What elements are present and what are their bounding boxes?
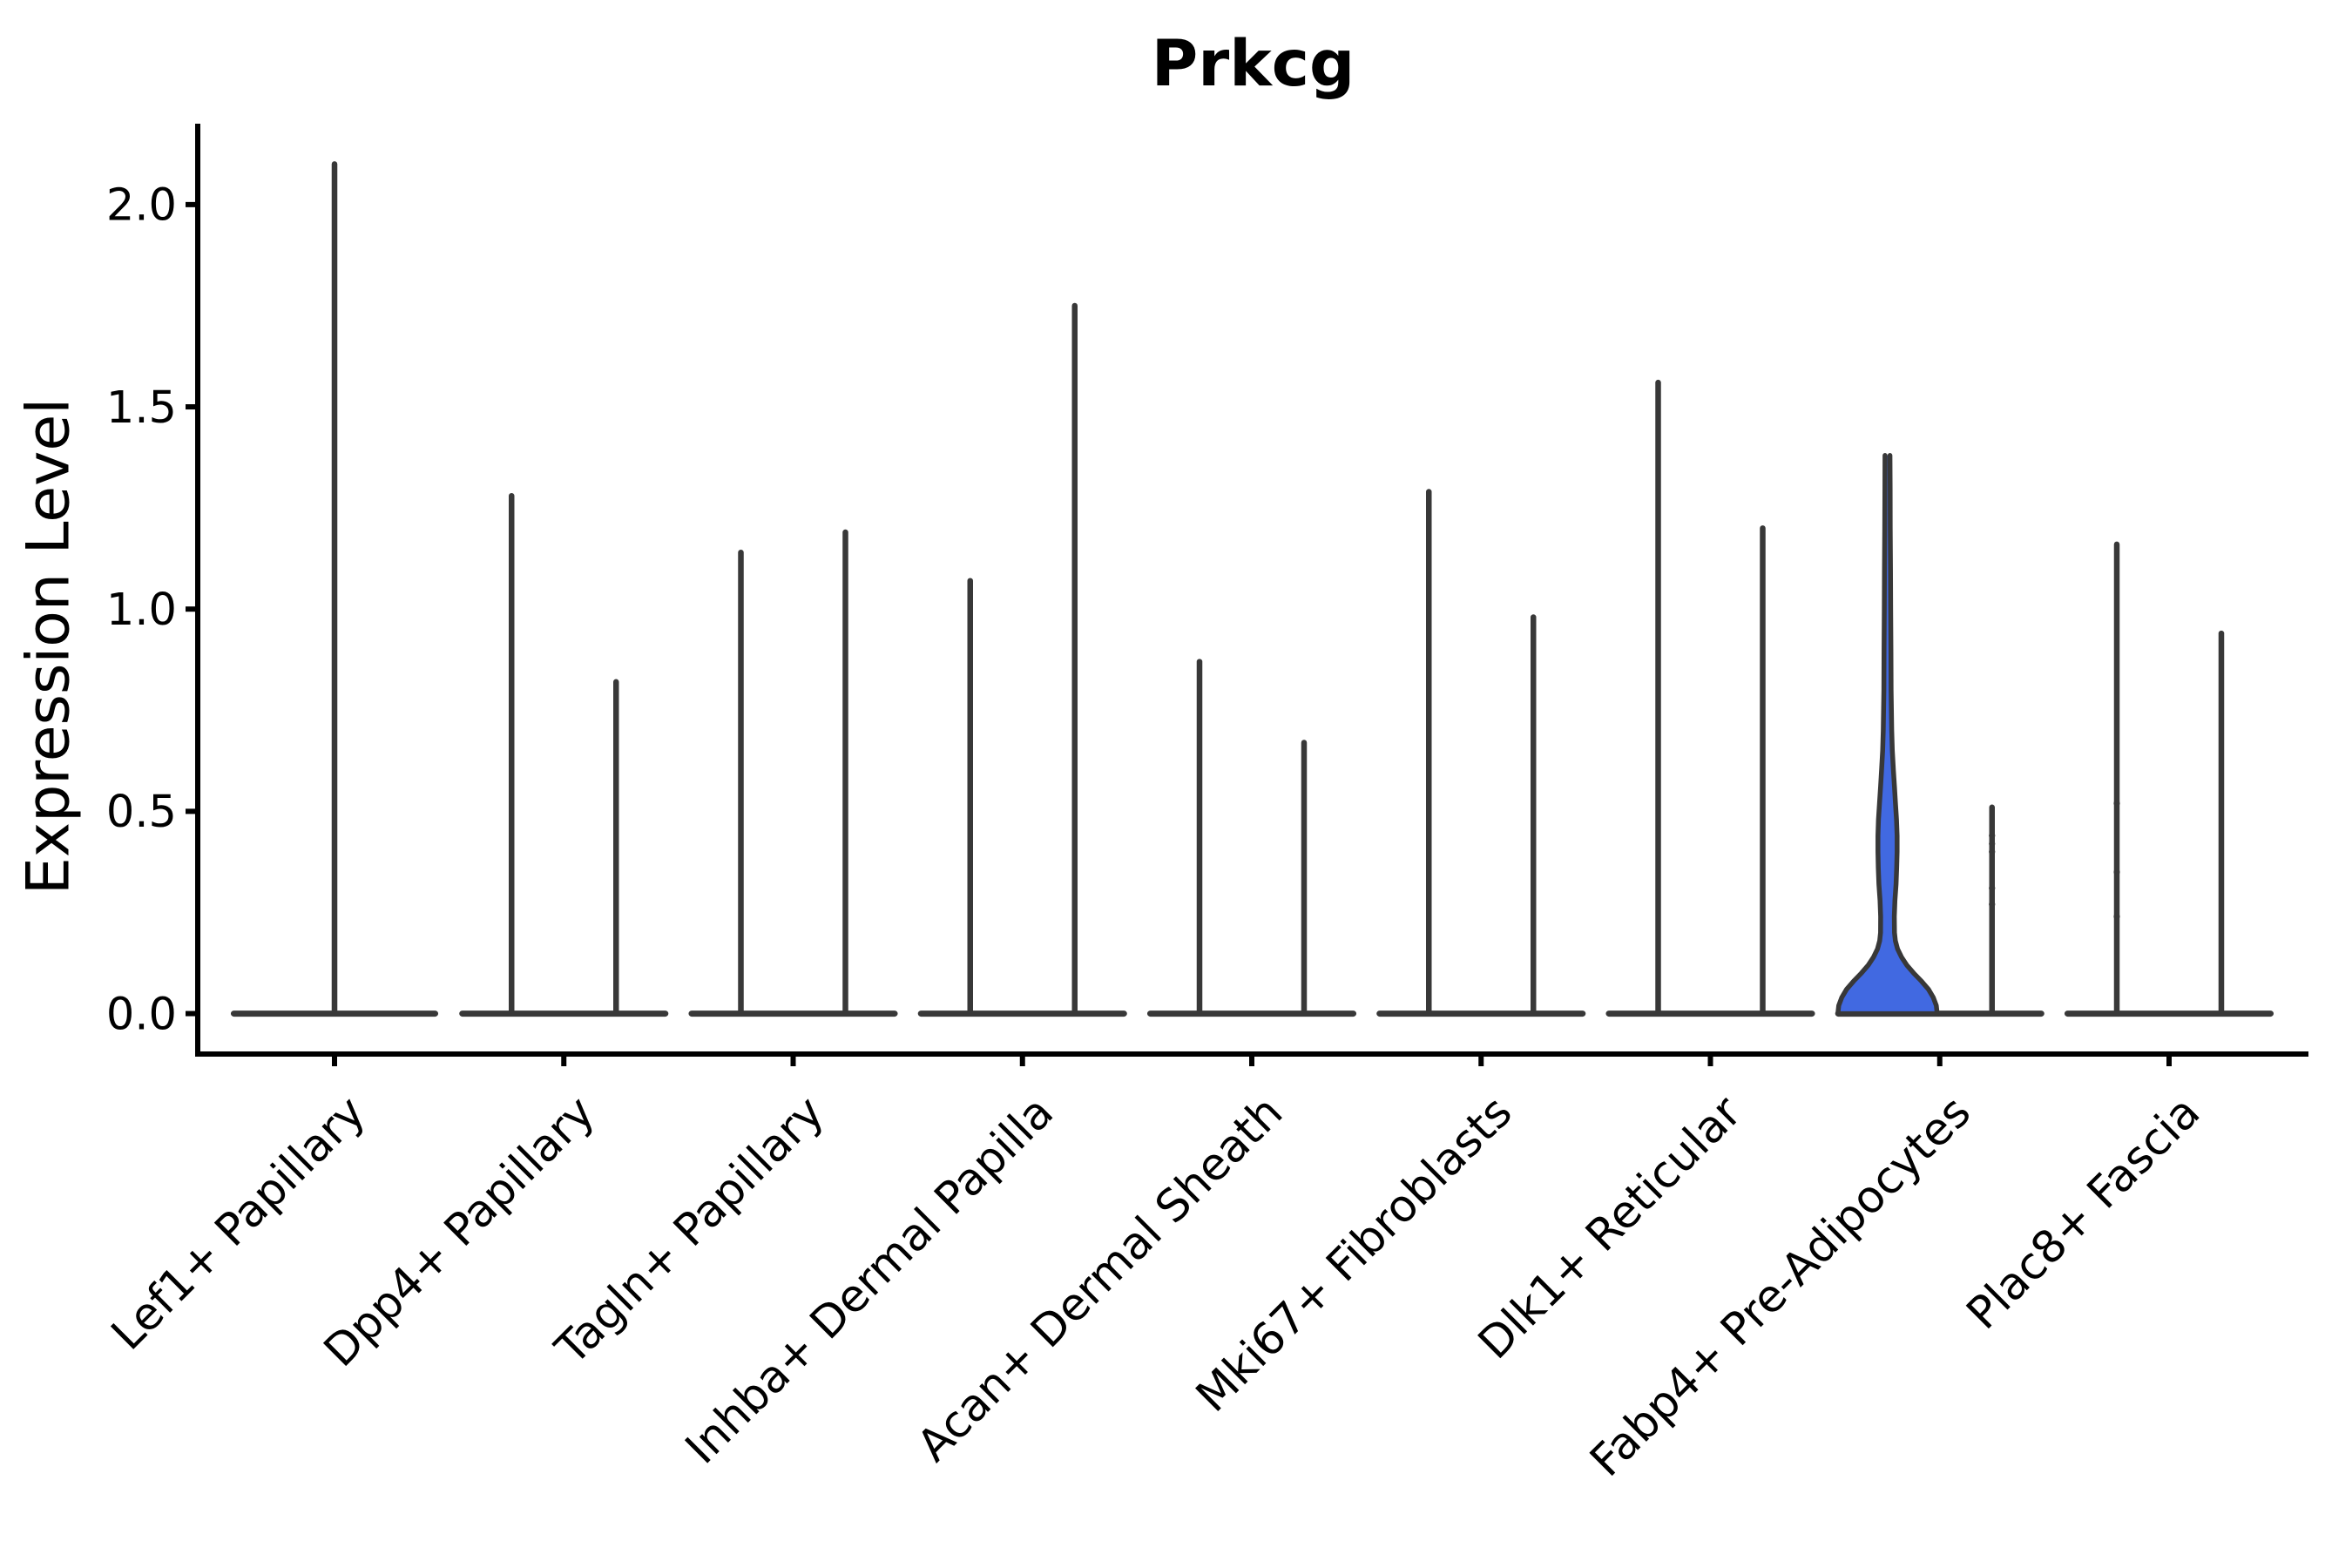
jitter-point	[1989, 885, 1996, 892]
y-tick-label: 1.5	[106, 382, 177, 434]
violin-baseline	[1376, 1010, 1586, 1017]
jitter-point	[1989, 901, 1996, 908]
jitter-point	[2113, 800, 2120, 807]
x-category-label: Fabp4+ Pre-Adipocytes	[1581, 1086, 1981, 1486]
y-tick-label: 1.0	[106, 585, 177, 636]
violin-baseline	[917, 1010, 1127, 1017]
violin-baseline	[1605, 1010, 1815, 1017]
violin-baseline	[1147, 1010, 1356, 1017]
chart-title: Prkcg	[1151, 27, 1355, 101]
y-tick-label: 2.0	[106, 180, 177, 232]
x-category-label: Acan+ Dermal Sheath	[908, 1086, 1293, 1471]
x-category-label: Inhba+ Dermal Papilla	[676, 1086, 1064, 1474]
violin-baseline	[688, 1010, 898, 1017]
violin-baseline	[459, 1010, 669, 1017]
x-category-label: Plac8+ Fascia	[1957, 1086, 2210, 1339]
y-axis-title: Expression Level	[14, 397, 84, 896]
jitter-point	[1989, 832, 1996, 839]
jitter-point	[1989, 848, 1996, 855]
jitter-point	[1989, 840, 1996, 848]
violin-filled	[1835, 453, 1940, 1017]
y-tick-label: 0.0	[106, 989, 177, 1040]
x-category-label: Lef1+ Papillary	[102, 1086, 375, 1360]
y-tick-label: 0.5	[106, 787, 177, 838]
violin-baseline	[2065, 1010, 2274, 1017]
jitter-point	[2113, 913, 2120, 920]
jitter-point	[2113, 868, 2120, 875]
